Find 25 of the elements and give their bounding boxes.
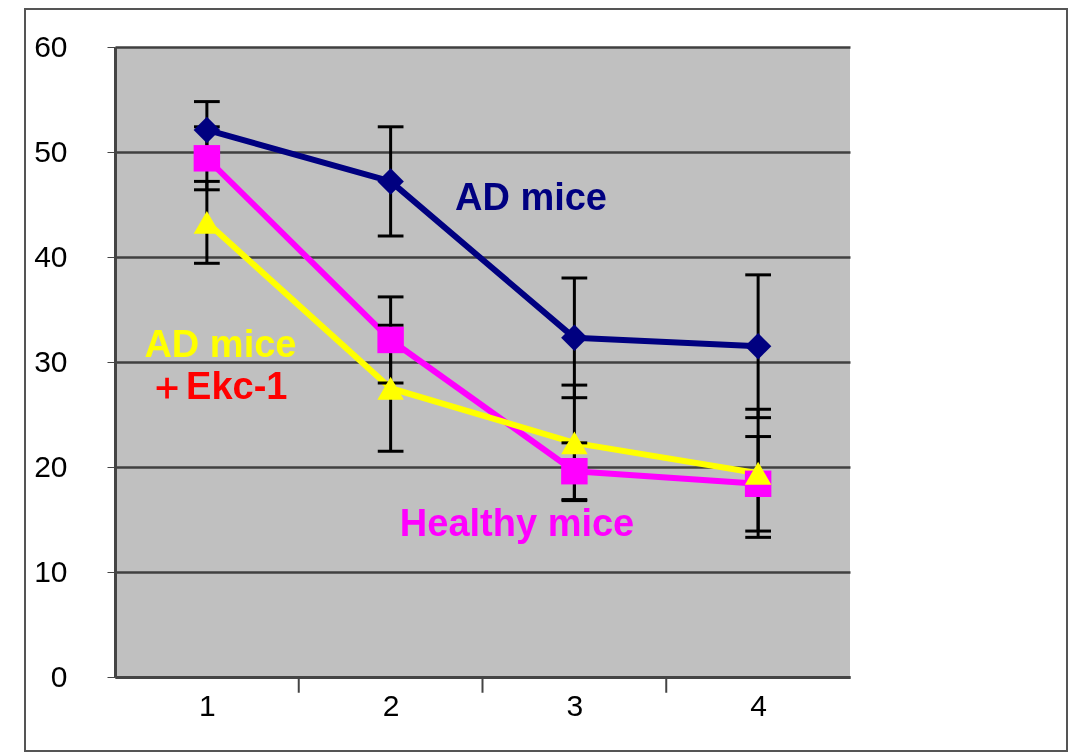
point: [377, 376, 404, 400]
y-tick-label: 40: [34, 239, 68, 273]
point: [377, 168, 404, 195]
point: [561, 431, 588, 455]
point: [744, 333, 772, 360]
point: [744, 461, 772, 485]
y-tick-label: 10: [34, 554, 68, 588]
series-label: Healthy mice: [399, 501, 635, 544]
series-label: AD mice: [144, 323, 297, 366]
annotation: ＋Ekc-1: [148, 365, 288, 408]
point: [377, 326, 404, 354]
point: [561, 324, 588, 352]
x-tick-label: 4: [750, 688, 767, 722]
y-tick-label: 0: [50, 659, 68, 693]
x-tick-label: 3: [566, 688, 584, 722]
y-tick-label: 60: [34, 29, 68, 63]
x-tick-label: 2: [382, 688, 400, 722]
series-label: AD mice: [454, 176, 607, 219]
point: [193, 145, 221, 172]
y-tick-label: 30: [34, 344, 68, 378]
y-tick-label: 20: [34, 449, 68, 483]
point: [193, 116, 221, 144]
x-tick-label: 1: [199, 688, 216, 722]
y-tick-label: 50: [34, 134, 68, 168]
point: [561, 457, 588, 485]
